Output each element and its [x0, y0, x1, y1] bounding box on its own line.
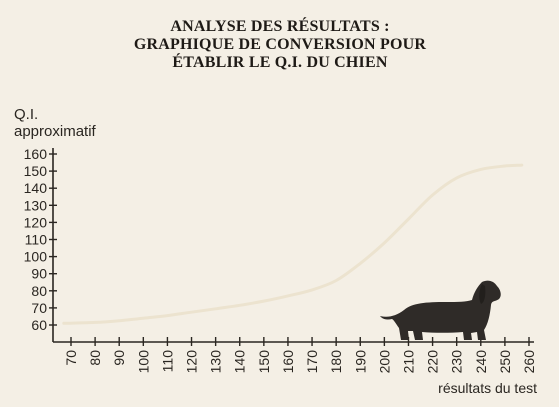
chart-title: ANALYSE DES RÉSULTATS : GRAPHIQUE DE CON…	[60, 18, 500, 72]
y-tick-label: 120	[24, 214, 48, 230]
x-tick-label: 230	[449, 350, 465, 374]
y-tick-label: 60	[31, 317, 47, 333]
y-axis-label-line-1: Q.I.	[14, 106, 39, 123]
y-tick-label: 130	[24, 197, 48, 213]
y-axis-label-line-2: approximatif	[14, 123, 96, 140]
x-tick-label: 80	[87, 350, 103, 366]
series-group	[62, 163, 524, 325]
title-line-1: ANALYSE DES RÉSULTATS :	[170, 18, 390, 35]
x-tick-label: 210	[400, 350, 416, 374]
x-tick-label: 150	[256, 350, 272, 374]
x-tick-label: 240	[473, 350, 489, 374]
x-tick-label: 200	[376, 350, 392, 374]
y-axis-label: Q.I. approximatif	[14, 106, 96, 140]
x-tick-label: 160	[280, 350, 296, 374]
x-tick-label: 100	[135, 350, 151, 374]
axes	[52, 148, 534, 343]
x-axis-label: résultats du test	[438, 380, 537, 396]
x-ticks: 70 80 90 100 110 120 130 140 150 160 170 180 190 200 2…	[63, 337, 537, 373]
x-tick-label: 70	[63, 350, 79, 366]
y-tick-label: 150	[24, 163, 48, 179]
x-tick-label: 170	[304, 350, 320, 374]
x-tick-label: 260	[521, 350, 537, 374]
title-line-2: GRAPHIQUE DE CONVERSION POUR	[133, 36, 427, 53]
y-tick-label: 110	[25, 232, 48, 248]
y-tick-label: 140	[24, 180, 48, 196]
series-line	[62, 163, 524, 325]
dachshund-ear	[479, 284, 486, 304]
x-tick-label: 90	[111, 350, 127, 366]
x-tick-label: 120	[184, 350, 200, 374]
x-tick-label: 140	[232, 350, 248, 374]
x-tick-label: 190	[352, 350, 368, 374]
y-tick-label: 90	[31, 266, 47, 282]
y-tick-label: 70	[31, 300, 47, 316]
x-tick-label: 220	[425, 350, 441, 374]
y-tick-label: 160	[24, 146, 48, 162]
title-line-3: ÉTABLIR LE Q.I. DU CHIEN	[172, 54, 388, 71]
dachshund-body	[380, 280, 501, 340]
x-tick-label: 250	[497, 350, 513, 374]
x-tick-label: 110	[159, 350, 175, 373]
x-tick-label: 130	[208, 350, 224, 374]
x-tick-label: 180	[328, 350, 344, 374]
y-tick-label: 80	[31, 283, 47, 299]
y-tick-label: 100	[24, 249, 48, 265]
dachshund-icon	[380, 280, 501, 340]
